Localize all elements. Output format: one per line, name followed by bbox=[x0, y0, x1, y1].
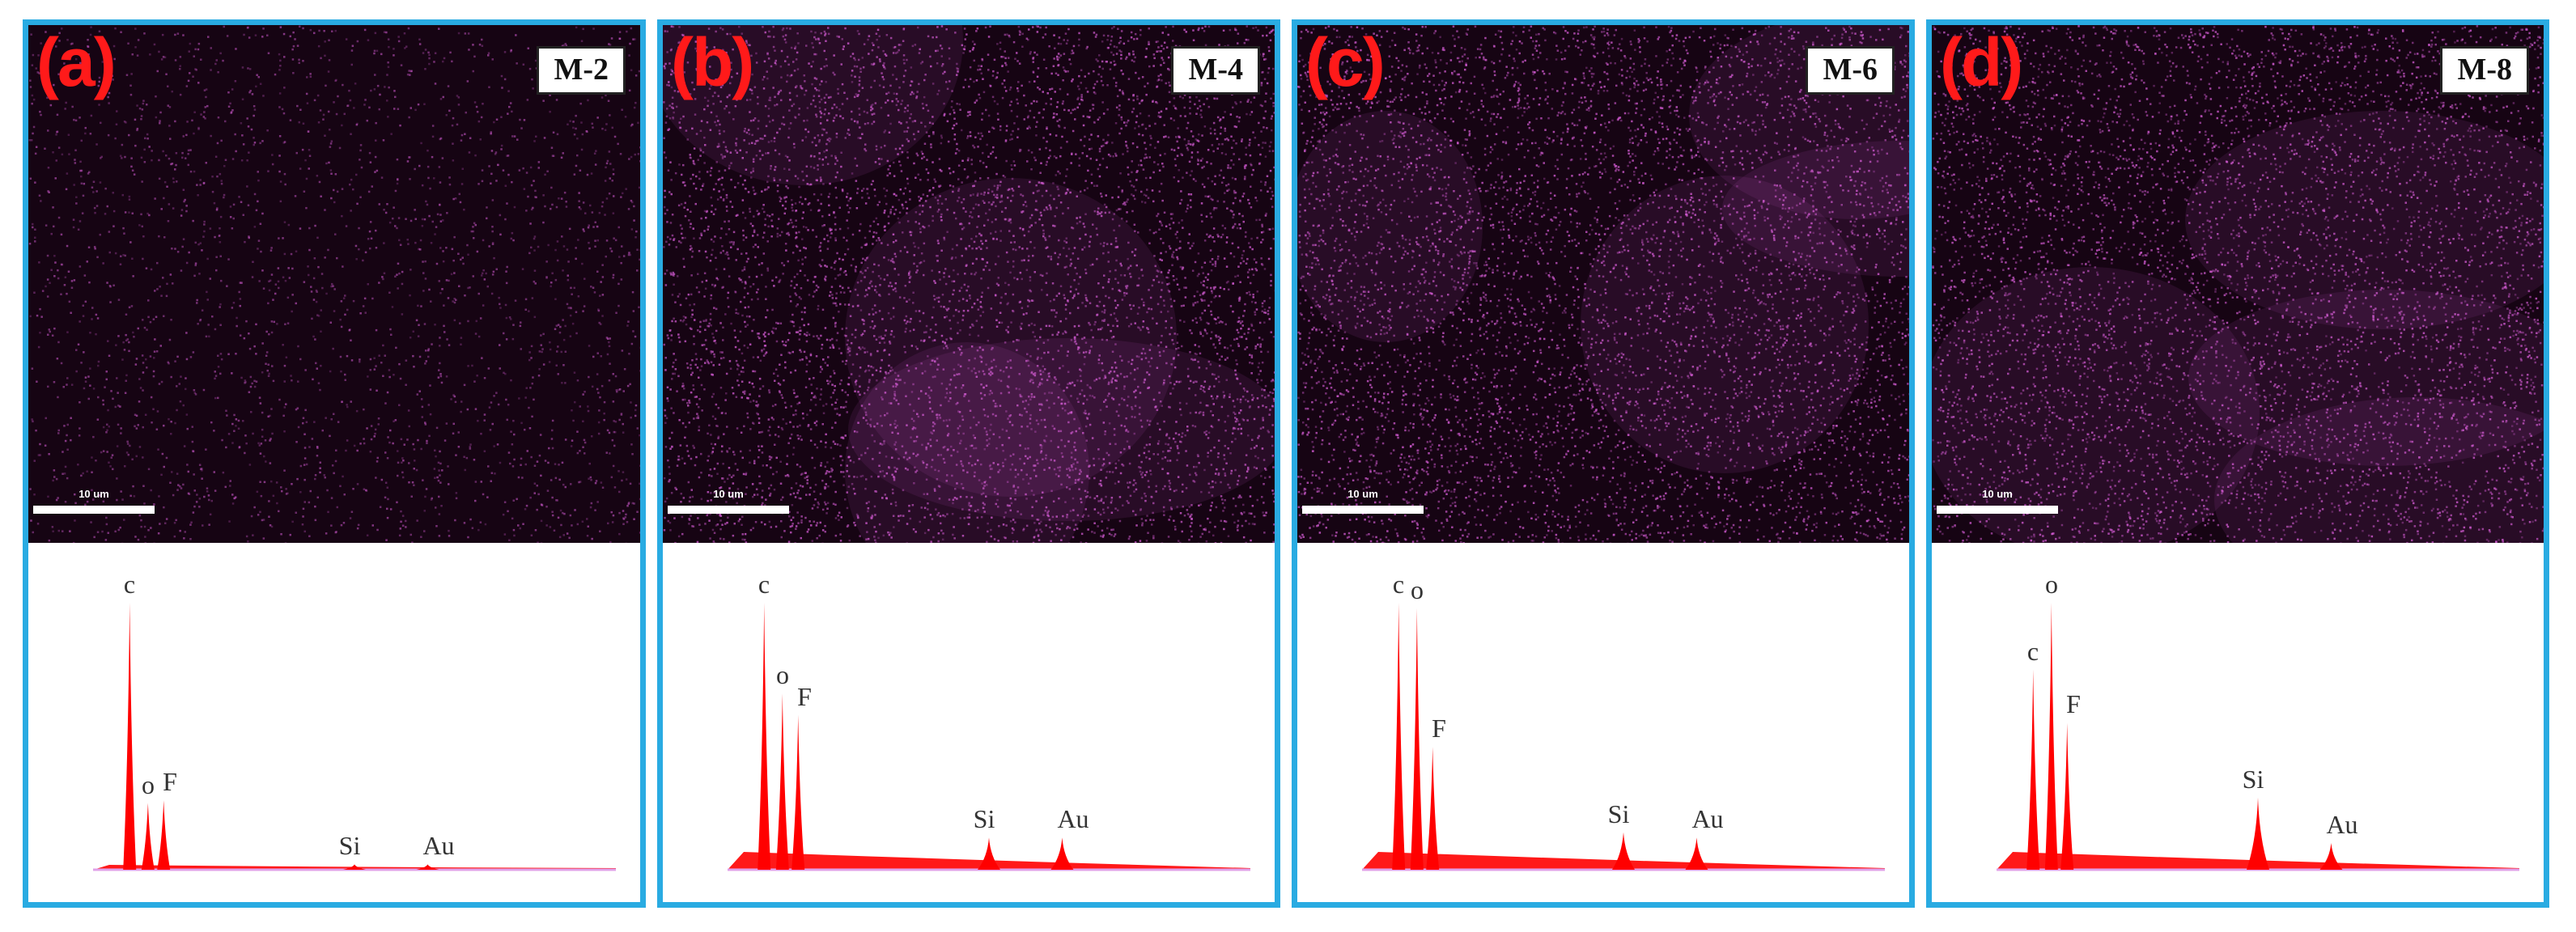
spectrum-peak-si bbox=[2247, 797, 2269, 870]
peak-label-si: Si bbox=[974, 804, 995, 833]
elemental-map-image bbox=[1297, 25, 1909, 543]
peak-label-f: F bbox=[163, 767, 177, 796]
spectrum-peak-o bbox=[1410, 608, 1424, 870]
sample-label: M-4 bbox=[1171, 46, 1260, 95]
scale-bar-line bbox=[1302, 506, 1424, 514]
panel-b: (b) M-4 10 um c o F Si Au bbox=[657, 19, 1280, 908]
scale-bar-label: 10 um bbox=[1302, 488, 1424, 500]
map-speckles bbox=[663, 25, 1275, 543]
scale-bar: 10 um bbox=[668, 488, 789, 528]
peak-label-si: Si bbox=[339, 831, 361, 860]
panel-letter: (d) bbox=[1940, 28, 2023, 96]
spectrum-peak-f bbox=[791, 714, 805, 870]
spectrum-peak-o bbox=[141, 803, 155, 870]
scale-bar-line bbox=[1937, 506, 2058, 514]
spectrum-peak-au bbox=[1050, 837, 1074, 870]
peak-label-c: c bbox=[1393, 570, 1404, 599]
peak-label-f: F bbox=[1432, 714, 1446, 743]
elemental-map: (c) M-6 10 um bbox=[1297, 25, 1909, 543]
panel-d: (d) M-8 10 um c o F Si Au bbox=[1926, 19, 2549, 908]
spectrum-peak-c bbox=[1392, 603, 1406, 870]
eds-spectrum-plot: c o F Si Au bbox=[1997, 570, 2519, 871]
sample-label: M-6 bbox=[1806, 46, 1895, 95]
spectrum-peak-o bbox=[775, 693, 789, 870]
panel-c: (c) M-6 10 um c o F Si Au bbox=[1292, 19, 1915, 908]
scale-bar: 10 um bbox=[1302, 488, 1424, 528]
spectrum-peak-c bbox=[758, 603, 771, 870]
peak-label-o: o bbox=[2045, 570, 2058, 599]
sample-label: M-2 bbox=[537, 46, 626, 95]
elemental-map-image bbox=[663, 25, 1275, 543]
eds-spectrum: c o F Si Au bbox=[1932, 543, 2544, 902]
eds-spectrum-plot: c oF Si Au bbox=[728, 570, 1250, 871]
peak-label-si: Si bbox=[1608, 799, 1630, 828]
elemental-map-image bbox=[1932, 25, 2544, 543]
peak-label-c: c bbox=[124, 570, 135, 599]
map-speckles bbox=[1297, 25, 1909, 543]
eds-spectrum: c o F Si Au bbox=[1297, 543, 1909, 902]
elemental-map: (b) M-4 10 um bbox=[663, 25, 1275, 543]
peak-label-o: o bbox=[142, 770, 155, 799]
scale-bar-label: 10 um bbox=[1937, 488, 2058, 500]
peak-label-si: Si bbox=[2243, 765, 2264, 794]
spectrum-peak-o bbox=[2044, 603, 2058, 870]
panel-letter: (b) bbox=[671, 28, 754, 96]
peak-label-au: Au bbox=[1057, 804, 1089, 833]
spectrum-peak-f bbox=[2060, 722, 2074, 870]
peak-label-c: c bbox=[2027, 637, 2039, 666]
spectrum-peak-au bbox=[416, 864, 439, 870]
peak-label-o: o bbox=[1411, 575, 1424, 604]
peak-label-f: F bbox=[2066, 689, 2081, 718]
sample-label: M-8 bbox=[2440, 46, 2529, 95]
elemental-map-image bbox=[28, 25, 640, 543]
peak-label-f: F bbox=[797, 682, 812, 711]
spectrum-peak-f bbox=[1426, 747, 1440, 870]
spectrum-peak-au bbox=[1685, 837, 1708, 870]
peak-label-o: o bbox=[776, 660, 789, 689]
spectrum-peak-si bbox=[343, 864, 366, 870]
spectrum-peak-c bbox=[2026, 669, 2040, 870]
peak-label-c: c bbox=[758, 570, 770, 599]
elemental-map: (d) M-8 10 um bbox=[1932, 25, 2544, 543]
map-speckles bbox=[28, 25, 640, 543]
eds-spectrum: c o F Si Au bbox=[663, 543, 1275, 902]
spectrum-peak-si bbox=[1612, 832, 1635, 870]
elemental-map: (a) M-2 10 um bbox=[28, 25, 640, 543]
map-speckles bbox=[1932, 25, 2544, 543]
panel-letter: (a) bbox=[36, 28, 117, 96]
scale-bar-label: 10 um bbox=[33, 488, 155, 500]
scale-bar-line bbox=[668, 506, 789, 514]
spectrum-peak-au bbox=[2319, 843, 2343, 870]
spectrum-peak-c bbox=[123, 603, 137, 870]
peak-label-au: Au bbox=[1691, 804, 1723, 833]
panel-letter: (c) bbox=[1305, 28, 1386, 96]
scale-bar: 10 um bbox=[1937, 488, 2058, 528]
panel-a: (a) M-2 10 um c o F Si Au bbox=[23, 19, 646, 908]
scale-bar-line bbox=[33, 506, 155, 514]
spectrum-peak-si bbox=[978, 837, 1000, 870]
scale-bar: 10 um bbox=[33, 488, 155, 528]
scale-bar-label: 10 um bbox=[668, 488, 789, 500]
peak-label-au: Au bbox=[2326, 810, 2357, 839]
spectrum-peak-f bbox=[157, 800, 171, 870]
peak-label-au: Au bbox=[422, 831, 454, 860]
eds-spectrum: c o F Si Au bbox=[28, 543, 640, 902]
